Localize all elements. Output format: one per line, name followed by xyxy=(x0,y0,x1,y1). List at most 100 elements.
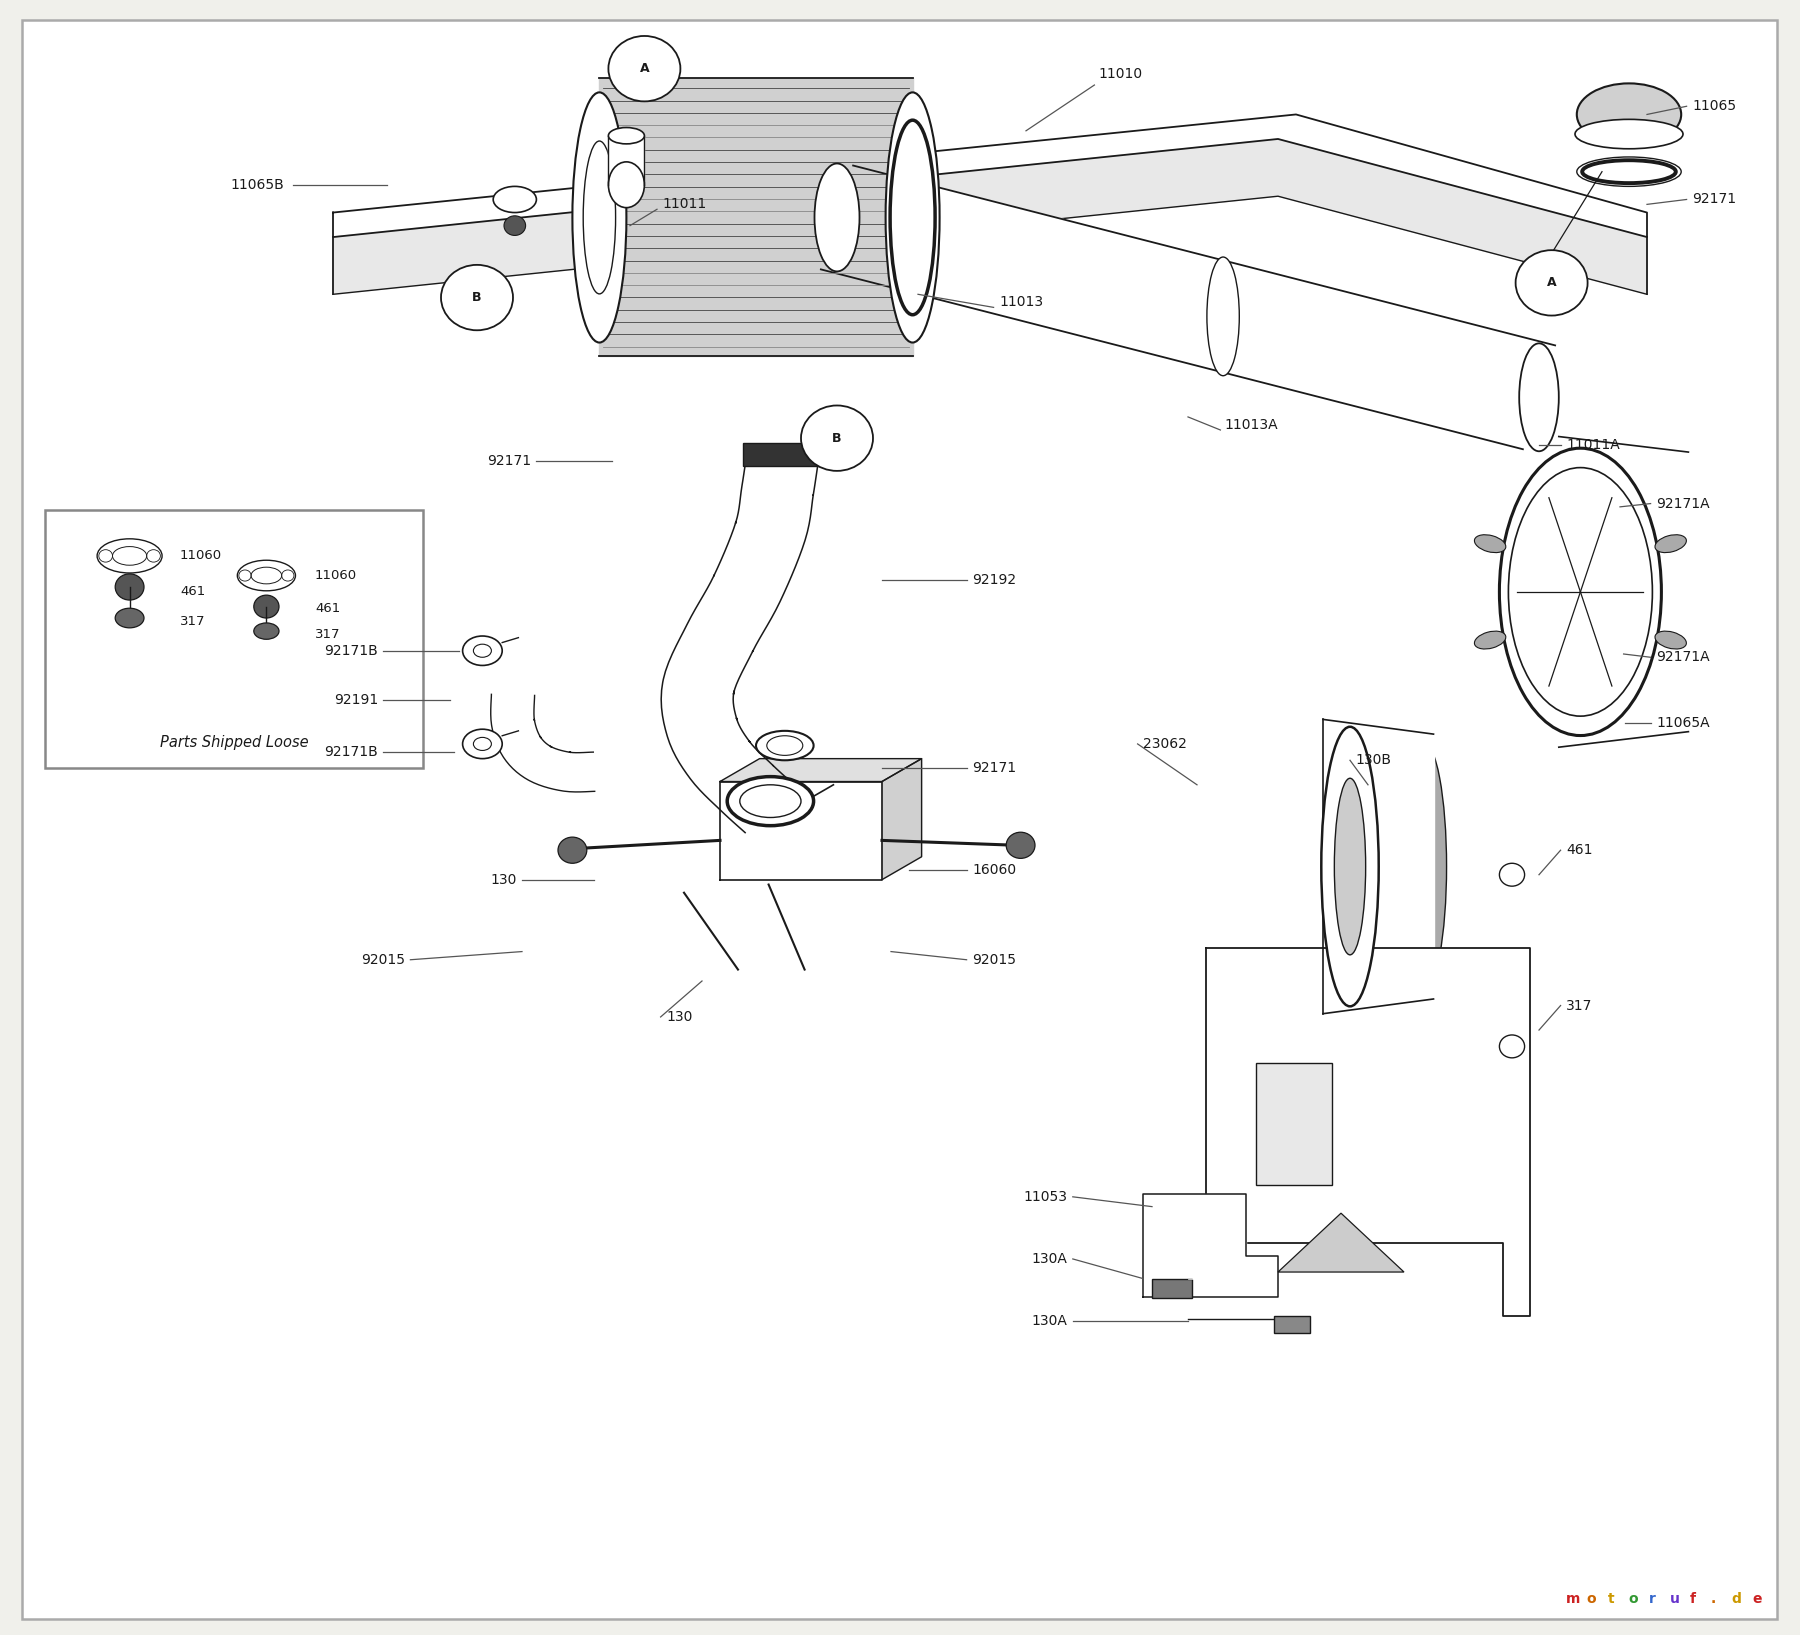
Text: 130A: 130A xyxy=(1031,1252,1067,1265)
Circle shape xyxy=(441,265,513,330)
Ellipse shape xyxy=(463,636,502,665)
Text: 461: 461 xyxy=(180,585,205,598)
Circle shape xyxy=(1516,250,1588,316)
Circle shape xyxy=(254,595,279,618)
Text: 11065A: 11065A xyxy=(1656,716,1710,729)
Ellipse shape xyxy=(1206,257,1238,376)
Bar xyxy=(1256,1063,1332,1185)
Text: 130A: 130A xyxy=(1031,1315,1067,1328)
Text: 92015: 92015 xyxy=(362,953,405,966)
Text: 130B: 130B xyxy=(1355,754,1391,767)
Ellipse shape xyxy=(463,729,502,759)
Ellipse shape xyxy=(1519,343,1559,451)
Text: 92171: 92171 xyxy=(1692,193,1737,206)
Ellipse shape xyxy=(886,92,940,343)
Text: 130: 130 xyxy=(666,1010,693,1024)
Ellipse shape xyxy=(608,128,644,144)
Text: 11013A: 11013A xyxy=(1224,419,1278,432)
Bar xyxy=(45,510,423,768)
Text: 11011A: 11011A xyxy=(1566,438,1620,451)
Text: 92171A: 92171A xyxy=(1656,651,1710,664)
Polygon shape xyxy=(1323,719,1433,1014)
Polygon shape xyxy=(1278,1213,1404,1272)
Ellipse shape xyxy=(1474,631,1507,649)
Text: A: A xyxy=(1546,276,1557,289)
Text: 130: 130 xyxy=(490,873,517,886)
Polygon shape xyxy=(661,450,819,832)
Text: d: d xyxy=(1732,1592,1741,1606)
Polygon shape xyxy=(821,165,1555,450)
Polygon shape xyxy=(720,759,922,782)
Circle shape xyxy=(1499,1035,1525,1058)
Text: 461: 461 xyxy=(315,602,340,615)
Text: B: B xyxy=(832,432,842,445)
Ellipse shape xyxy=(1508,468,1652,716)
Polygon shape xyxy=(882,759,922,880)
Ellipse shape xyxy=(238,561,295,590)
Polygon shape xyxy=(1143,1194,1278,1297)
Text: 92171: 92171 xyxy=(486,455,531,468)
Text: f: f xyxy=(1690,1592,1696,1606)
Text: 461: 461 xyxy=(1566,844,1593,857)
Ellipse shape xyxy=(756,731,814,760)
Ellipse shape xyxy=(97,540,162,572)
Ellipse shape xyxy=(1575,119,1683,149)
Polygon shape xyxy=(608,136,644,185)
Text: 11065: 11065 xyxy=(1692,100,1737,113)
Polygon shape xyxy=(1206,948,1530,1316)
Text: B: B xyxy=(472,291,482,304)
Bar xyxy=(743,443,823,466)
Polygon shape xyxy=(599,78,913,356)
Circle shape xyxy=(558,837,587,863)
Ellipse shape xyxy=(749,92,812,343)
Text: 92171B: 92171B xyxy=(324,746,378,759)
Circle shape xyxy=(1006,832,1035,858)
Text: 92015: 92015 xyxy=(972,953,1015,966)
Text: 317: 317 xyxy=(315,628,340,641)
Text: 11065B: 11065B xyxy=(230,178,284,191)
Text: 11011: 11011 xyxy=(662,198,707,211)
Text: 11010: 11010 xyxy=(1098,67,1143,80)
Text: r: r xyxy=(1649,1592,1656,1606)
Ellipse shape xyxy=(254,623,279,639)
Circle shape xyxy=(608,36,680,101)
Ellipse shape xyxy=(1640,451,1685,732)
Text: A: A xyxy=(639,62,650,75)
Bar xyxy=(1274,1316,1310,1333)
Text: 11060: 11060 xyxy=(315,569,356,582)
Ellipse shape xyxy=(572,92,626,343)
Ellipse shape xyxy=(608,162,644,208)
Circle shape xyxy=(115,574,144,600)
Circle shape xyxy=(1519,253,1584,312)
Bar xyxy=(1152,1279,1192,1298)
Text: 11053: 11053 xyxy=(1024,1190,1067,1203)
Text: 92192: 92192 xyxy=(972,574,1017,587)
Polygon shape xyxy=(333,114,1647,237)
Ellipse shape xyxy=(1334,778,1366,955)
Text: 23062: 23062 xyxy=(1143,737,1186,750)
Text: m: m xyxy=(1566,1592,1580,1606)
Ellipse shape xyxy=(1474,535,1507,553)
Text: A: A xyxy=(1546,276,1557,289)
Ellipse shape xyxy=(727,777,814,826)
Text: o: o xyxy=(1588,1592,1597,1606)
Text: o: o xyxy=(1627,1592,1638,1606)
Text: 317: 317 xyxy=(1566,999,1593,1012)
Polygon shape xyxy=(333,139,1647,294)
Text: 11013: 11013 xyxy=(999,296,1044,309)
Text: 92191: 92191 xyxy=(333,693,378,706)
Polygon shape xyxy=(491,695,594,791)
Text: 92171: 92171 xyxy=(972,762,1017,775)
Text: 92171B: 92171B xyxy=(324,644,378,657)
Text: 16060: 16060 xyxy=(972,863,1017,876)
Text: 92171A: 92171A xyxy=(1656,497,1710,510)
Ellipse shape xyxy=(493,186,536,213)
Ellipse shape xyxy=(1321,726,1379,1006)
Polygon shape xyxy=(1559,437,1688,747)
Ellipse shape xyxy=(115,608,144,628)
Circle shape xyxy=(801,405,873,471)
Ellipse shape xyxy=(1400,742,1447,991)
Ellipse shape xyxy=(1577,83,1681,146)
Ellipse shape xyxy=(814,164,860,271)
Ellipse shape xyxy=(1654,535,1687,553)
